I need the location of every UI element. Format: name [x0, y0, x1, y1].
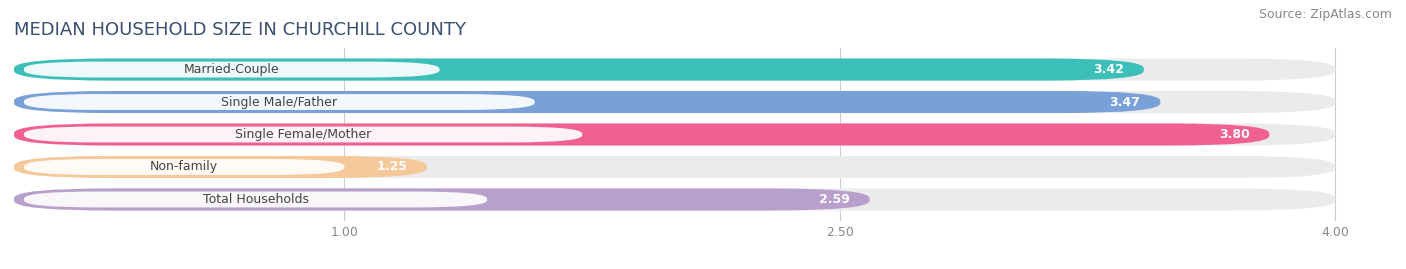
Text: Single Female/Mother: Single Female/Mother — [235, 128, 371, 141]
Text: Non-family: Non-family — [150, 161, 218, 174]
Text: 2.59: 2.59 — [818, 193, 849, 206]
FancyBboxPatch shape — [14, 91, 1160, 113]
FancyBboxPatch shape — [14, 91, 1336, 113]
Text: Married-Couple: Married-Couple — [184, 63, 280, 76]
FancyBboxPatch shape — [14, 58, 1143, 81]
FancyBboxPatch shape — [24, 94, 534, 110]
Text: 3.80: 3.80 — [1219, 128, 1250, 141]
Text: Single Male/Father: Single Male/Father — [221, 95, 337, 108]
Text: 3.42: 3.42 — [1092, 63, 1123, 76]
FancyBboxPatch shape — [24, 62, 440, 77]
FancyBboxPatch shape — [14, 156, 1336, 178]
FancyBboxPatch shape — [14, 156, 427, 178]
FancyBboxPatch shape — [14, 188, 869, 211]
FancyBboxPatch shape — [14, 123, 1270, 146]
Text: Total Households: Total Households — [202, 193, 308, 206]
FancyBboxPatch shape — [14, 123, 1336, 146]
FancyBboxPatch shape — [14, 188, 1336, 211]
FancyBboxPatch shape — [24, 192, 486, 207]
FancyBboxPatch shape — [14, 58, 1336, 81]
FancyBboxPatch shape — [24, 126, 582, 143]
Text: 1.25: 1.25 — [377, 161, 408, 174]
Text: 3.47: 3.47 — [1109, 95, 1140, 108]
Text: MEDIAN HOUSEHOLD SIZE IN CHURCHILL COUNTY: MEDIAN HOUSEHOLD SIZE IN CHURCHILL COUNT… — [14, 20, 465, 38]
Text: Source: ZipAtlas.com: Source: ZipAtlas.com — [1258, 8, 1392, 21]
FancyBboxPatch shape — [24, 159, 344, 175]
